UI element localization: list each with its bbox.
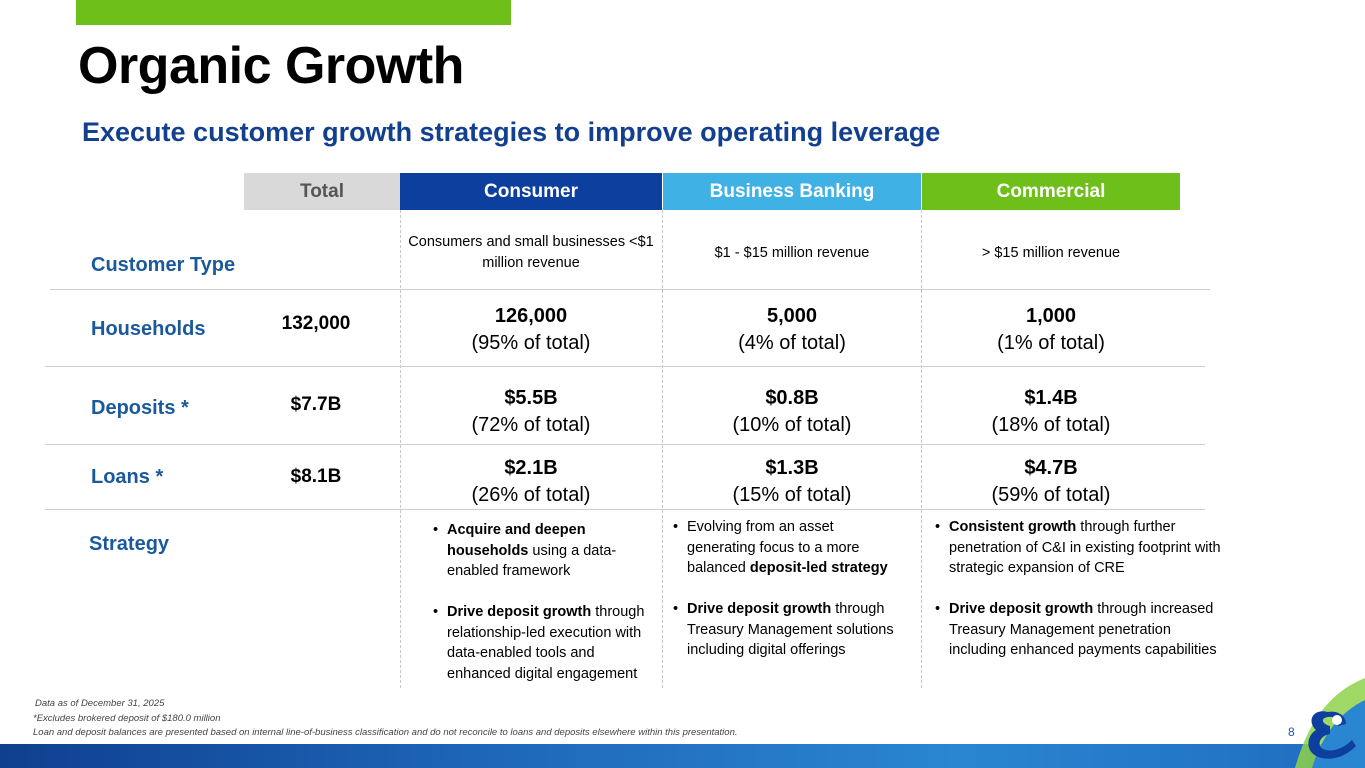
cell-percent: (18% of total): [991, 414, 1111, 436]
strategy-bullet-text: through Treasury Management solutions in…: [687, 601, 894, 658]
strategy-bullet-bold: Acquire and deepen households: [447, 522, 586, 559]
households-business: 5,000 (4% of total): [663, 303, 921, 357]
customer-type-consumer: Consumers and small businesses <$1 milli…: [408, 234, 654, 271]
strategy-bullet-text: using a data-enabled framework: [447, 542, 617, 580]
deposits-business: $0.8B (10% of total): [663, 385, 921, 439]
households-commercial: 1,000 (1% of total): [922, 303, 1180, 357]
cell-value: $0.8B: [765, 387, 819, 409]
strategy-business: Evolving from an asset generating focus …: [673, 517, 898, 681]
strategy-bullet: Drive deposit growth through relationshi…: [433, 602, 653, 684]
deposits-total: $7.7B: [290, 394, 342, 415]
column-divider: [921, 210, 922, 688]
page-subtitle: Execute customer growth strategies to im…: [82, 117, 941, 147]
footer-band: [0, 744, 1365, 768]
strategy-bullet: Acquire and deepen households using a da…: [433, 520, 653, 582]
strategy-consumer: Acquire and deepen households using a da…: [433, 520, 653, 705]
strategy-bullet-bold: Drive deposit growth: [447, 604, 592, 620]
loans-commercial: $4.7B (59% of total): [922, 455, 1180, 509]
cell-value: 1,000: [1025, 305, 1077, 327]
row-label-loans: Loans *: [91, 466, 164, 488]
accent-bar: [76, 0, 511, 25]
deposits-commercial: $1.4B (18% of total): [922, 385, 1180, 439]
customer-type-business: $1 - $15 million revenue: [714, 245, 870, 261]
row-divider: [45, 366, 1205, 367]
row-label-strategy: Strategy: [89, 533, 170, 555]
strategy-bullet-text: through increased Treasury Management pe…: [949, 601, 1217, 658]
cell-percent: (10% of total): [732, 414, 852, 436]
loans-total: $8.1B: [290, 466, 342, 487]
cell-percent: (1% of total): [997, 332, 1105, 354]
cell-percent: (4% of total): [738, 332, 846, 354]
strategy-bullet-text: through relationship-led execution with …: [447, 604, 645, 682]
strategy-bullet: Consistent growth through further penetr…: [935, 517, 1225, 579]
column-divider: [400, 210, 401, 688]
cell-value: $2.1B: [504, 457, 558, 479]
loans-business: $1.3B (15% of total): [663, 455, 921, 509]
column-divider: [662, 210, 663, 688]
row-label-households: Households: [91, 318, 206, 340]
strategy-bullet: Evolving from an asset generating focus …: [673, 517, 898, 579]
footnote-classification: Loan and deposit balances are presented …: [33, 727, 738, 738]
cell-percent: (59% of total): [991, 484, 1111, 506]
strategy-bullet: Drive deposit growth through Treasury Ma…: [673, 599, 898, 661]
row-divider: [45, 509, 1205, 510]
column-header-total: Total: [244, 173, 400, 210]
cell-value: $1.4B: [1024, 387, 1078, 409]
strategy-bullet-bold: Drive deposit growth: [687, 601, 832, 617]
row-divider: [50, 289, 1210, 290]
column-header-commercial: Commercial: [922, 173, 1180, 210]
cell-value: $4.7B: [1024, 457, 1078, 479]
page-title: Organic Growth: [78, 37, 464, 95]
cell-percent: (15% of total): [732, 484, 852, 506]
strategy-bullet-bold: Drive deposit growth: [949, 601, 1094, 617]
row-divider: [45, 444, 1205, 445]
footnote-brokered: *Excludes brokered deposit of $180.0 mil…: [33, 713, 221, 724]
customer-type-commercial: > $15 million revenue: [981, 245, 1121, 261]
loans-consumer: $2.1B (26% of total): [400, 455, 662, 509]
footnote-asof: Data as of December 31, 2025: [35, 698, 165, 709]
cell-value: 5,000: [766, 305, 818, 327]
row-label-deposits: Deposits *: [91, 397, 189, 419]
strategy-bullet: Drive deposit growth through increased T…: [935, 599, 1225, 661]
strategy-commercial: Consistent growth through further penetr…: [935, 517, 1225, 681]
cell-percent: (26% of total): [471, 484, 591, 506]
cell-value: $5.5B: [504, 387, 558, 409]
cell-percent: (72% of total): [471, 414, 591, 436]
page-number: 8: [1288, 725, 1295, 739]
brand-logo-icon: [1295, 678, 1365, 768]
cell-value: $1.3B: [765, 457, 819, 479]
households-total: 132,000: [281, 313, 351, 334]
strategy-bullet-bold: deposit-led strategy: [749, 560, 888, 576]
column-header-consumer: Consumer: [400, 173, 662, 210]
deposits-consumer: $5.5B (72% of total): [400, 385, 662, 439]
cell-value: 126,000: [494, 305, 568, 327]
column-header-business-banking: Business Banking: [663, 173, 921, 210]
households-consumer: 126,000 (95% of total): [400, 303, 662, 357]
strategy-bullet-bold: Consistent growth: [949, 519, 1077, 535]
strategy-bullet-text: through further penetration of C&I in ex…: [949, 519, 1221, 576]
row-label-customer-type: Customer Type: [91, 254, 236, 276]
strategy-bullet-text: Evolving from an asset generating focus …: [687, 519, 860, 576]
cell-percent: (95% of total): [471, 332, 591, 354]
